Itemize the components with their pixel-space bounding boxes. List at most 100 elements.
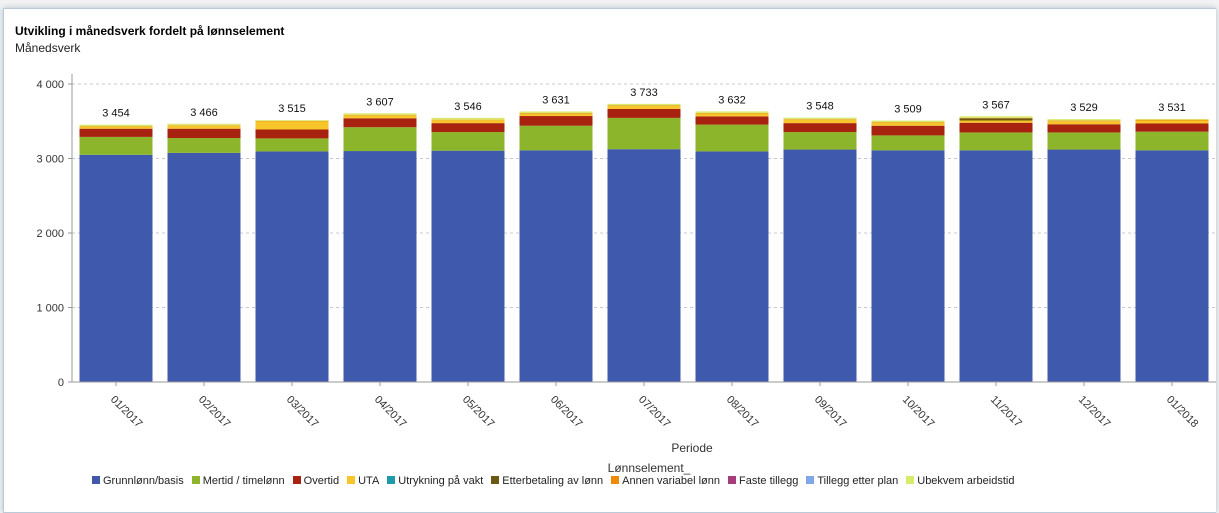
bar-segment[interactable] <box>871 150 945 382</box>
bar-segment[interactable] <box>79 126 153 129</box>
bar-segment[interactable] <box>1047 119 1121 121</box>
total-label: 3 515 <box>278 103 306 115</box>
bar-segment[interactable] <box>431 120 505 124</box>
bar-segment[interactable] <box>959 116 1033 118</box>
bar-segment[interactable] <box>167 125 241 129</box>
bar-segment[interactable] <box>255 121 329 130</box>
bar-segment[interactable] <box>783 123 857 133</box>
bar-segment[interactable] <box>871 122 945 123</box>
bar-segment[interactable] <box>343 151 417 382</box>
bar-segment[interactable] <box>79 124 153 127</box>
bar-segment[interactable] <box>607 105 681 109</box>
bar-segment[interactable] <box>695 112 769 114</box>
bar-segment[interactable] <box>1047 120 1121 122</box>
legend-item[interactable]: Etterbetaling av lønn <box>491 475 603 487</box>
bar-segment[interactable] <box>959 122 1033 133</box>
bar-segment[interactable] <box>431 123 505 133</box>
bar-segment[interactable] <box>1135 120 1209 124</box>
legend-item[interactable]: Grunnlønn/basis <box>92 475 184 487</box>
bar-segment[interactable] <box>959 132 1033 151</box>
bar-segment[interactable] <box>783 132 857 150</box>
bar-segment[interactable] <box>519 116 593 126</box>
bar-segment[interactable] <box>871 125 945 136</box>
bar-segment[interactable] <box>1135 118 1209 120</box>
bar-segment[interactable] <box>167 152 241 382</box>
bar-segment[interactable] <box>343 127 417 152</box>
bar-segment[interactable] <box>255 138 329 152</box>
bar-segment[interactable] <box>79 136 153 155</box>
bar-segment[interactable] <box>871 120 945 123</box>
legend-item[interactable]: Ubekvem arbeidstid <box>906 475 1014 487</box>
y-tick-label: 2 000 <box>36 228 64 240</box>
bar-segment[interactable] <box>695 116 769 125</box>
bar-segment[interactable] <box>607 108 681 118</box>
bar-segment[interactable] <box>1135 123 1209 132</box>
bar-segment[interactable] <box>959 117 1033 119</box>
bar-segment[interactable] <box>1047 121 1121 125</box>
bar-segment[interactable] <box>167 123 241 126</box>
bar-segment[interactable] <box>1135 119 1209 121</box>
bar-segment[interactable] <box>79 154 153 382</box>
x-tick-label: 07/2017 <box>636 394 673 431</box>
bar-segment[interactable] <box>343 118 417 128</box>
bar-stack-06-2017: 3 631 <box>519 94 593 382</box>
bar-segment[interactable] <box>167 125 241 126</box>
legend-item[interactable]: Mertid / timelønn <box>191 475 285 487</box>
bar-segment[interactable] <box>1047 149 1121 382</box>
bar-segment[interactable] <box>1135 131 1209 151</box>
bar-segment[interactable] <box>959 150 1033 382</box>
bar-segment[interactable] <box>519 111 593 114</box>
bar-segment[interactable] <box>607 149 681 382</box>
bar-segment[interactable] <box>431 119 505 121</box>
bar-segment[interactable] <box>1047 124 1121 133</box>
bar-segment[interactable] <box>167 138 241 153</box>
bar-segment[interactable] <box>607 105 681 106</box>
legend-swatch <box>191 476 200 484</box>
bar-segment[interactable] <box>607 117 681 150</box>
bar-segment[interactable] <box>1047 132 1121 150</box>
bar-segment[interactable] <box>343 113 417 115</box>
bar-stack-05-2017: 3 546 <box>431 101 505 382</box>
bar-segment[interactable] <box>695 151 769 382</box>
bar-segment[interactable] <box>783 117 857 120</box>
legend-item[interactable]: Tillegg etter plan <box>806 475 898 487</box>
bar-segment[interactable] <box>519 113 593 114</box>
bar-segment[interactable] <box>431 132 505 151</box>
bar-segment[interactable] <box>343 114 417 116</box>
bar-segment[interactable] <box>431 150 505 382</box>
bar-segment[interactable] <box>519 113 593 117</box>
bar-segment[interactable] <box>255 120 329 122</box>
bar-segment[interactable] <box>79 128 153 137</box>
bar-segment[interactable] <box>959 118 1033 121</box>
x-tick-label: 11/2017 <box>988 394 1024 430</box>
legend-item[interactable]: Faste tillegg <box>728 475 798 487</box>
bar-segment[interactable] <box>783 119 857 124</box>
bar-segment[interactable] <box>783 149 857 382</box>
bar-segment[interactable] <box>519 125 593 151</box>
bar-segment[interactable] <box>871 135 945 151</box>
bar-segment[interactable] <box>79 126 153 127</box>
total-label: 3 466 <box>190 107 218 119</box>
bar-segment[interactable] <box>695 124 769 152</box>
bar-segment[interactable] <box>343 115 417 119</box>
bar-segment[interactable] <box>255 120 329 121</box>
bar-segment[interactable] <box>607 103 681 106</box>
legend-item[interactable]: Annen variabel lønn <box>611 475 720 487</box>
bar-stack-02-2017: 3 466 <box>167 107 241 382</box>
legend-label: Overtid <box>303 475 340 487</box>
bar-segment[interactable] <box>1135 150 1209 382</box>
bar-segment[interactable] <box>695 111 769 113</box>
bar-segment[interactable] <box>783 119 857 120</box>
bar-segment[interactable] <box>431 117 505 120</box>
bar-segment[interactable] <box>167 128 241 139</box>
total-label: 3 531 <box>1158 102 1186 114</box>
bar-segment[interactable] <box>959 120 1033 123</box>
legend-item[interactable]: Utrykning på vakt <box>387 475 483 487</box>
legend-item[interactable]: UTA <box>347 475 379 487</box>
bar-segment[interactable] <box>871 122 945 126</box>
bar-segment[interactable] <box>695 113 769 117</box>
bar-segment[interactable] <box>255 129 329 139</box>
legend-item[interactable]: Overtid <box>292 475 340 487</box>
bar-segment[interactable] <box>519 150 593 382</box>
bar-segment[interactable] <box>255 151 329 382</box>
